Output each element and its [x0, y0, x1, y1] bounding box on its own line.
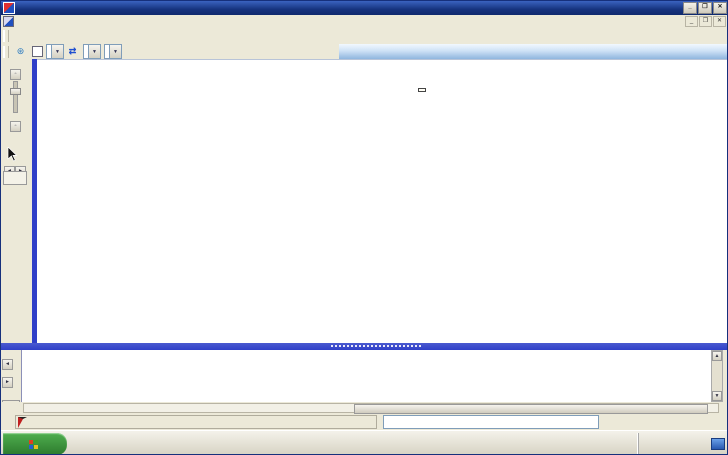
duration-dropdown-icon[interactable]: ▼: [109, 45, 121, 58]
vantagepoint-icon: [18, 416, 27, 428]
network-icon[interactable]: [711, 438, 725, 450]
dock-splitter-bar[interactable]: [32, 59, 37, 343]
slider-thumb[interactable]: [10, 88, 21, 95]
cursor-delta-box: [418, 88, 426, 92]
mdi-minimize-button[interactable]: _: [685, 16, 698, 27]
timebar-grip[interactable]: [3, 45, 9, 58]
end-time-dropdown-icon[interactable]: ▼: [88, 45, 100, 58]
toolbar-grip[interactable]: [3, 30, 9, 42]
refresh-globe-icon[interactable]: ⊛: [16, 46, 25, 56]
slider-bottom-button[interactable]: ▫: [10, 121, 21, 132]
windows-flag-icon: [29, 439, 38, 449]
title-bar: _ ❐ ✕: [1, 1, 727, 15]
document-icon[interactable]: [3, 16, 14, 27]
taskbar: [1, 430, 727, 454]
trend-chart-region: [37, 59, 728, 344]
minimize-button[interactable]: _: [683, 2, 697, 14]
zoom-slider[interactable]: ▫ ▫: [10, 62, 21, 132]
mdi-close-button[interactable]: ✕: [713, 16, 726, 27]
start-time-dropdown-icon[interactable]: ▼: [51, 45, 63, 58]
table-horizontal-scrollbar[interactable]: [23, 403, 719, 414]
trend-plot-area[interactable]: [37, 60, 728, 344]
slider-top-button[interactable]: ▫: [10, 69, 21, 80]
bottom-scroll-strip: [1, 402, 727, 415]
table-scroll-right-icon[interactable]: ►: [2, 377, 13, 388]
slider-track[interactable]: [10, 81, 21, 113]
table-scroll-down-icon[interactable]: ▼: [712, 391, 722, 401]
portal-url-input[interactable]: [383, 415, 599, 429]
table-scroll-up-icon[interactable]: ▲: [712, 351, 722, 361]
main-toolbar: [1, 28, 727, 45]
close-button[interactable]: ✕: [713, 2, 727, 14]
portal-url-bar: [1, 414, 727, 430]
toolbar-gradient: [339, 44, 727, 59]
table-vertical-scrollbar[interactable]: ▲ ▼: [711, 350, 723, 402]
hscroll-thumb[interactable]: [354, 404, 708, 414]
system-tray: [638, 433, 727, 454]
time-period-toolbar: ⊛ ▼ ⇄ ▼ ▼: [1, 44, 727, 59]
table-scroll-left-icon[interactable]: ◄: [2, 359, 13, 370]
left-dock-panel: ▫ ▫ ◄►: [1, 59, 32, 343]
lock-time-checkbox[interactable]: [32, 46, 43, 57]
start-button[interactable]: [3, 433, 67, 454]
menu-bar: _ ❐ ✕: [1, 15, 727, 29]
horizontal-splitter[interactable]: [1, 343, 727, 350]
mdi-restore-button[interactable]: ❐: [699, 16, 712, 27]
swap-arrow-icon[interactable]: ⇄: [68, 46, 77, 56]
mouse-pointer: [7, 147, 18, 162]
portal-url-field[interactable]: [15, 415, 377, 429]
start-time-combo[interactable]: ▼: [46, 44, 64, 59]
end-time-combo[interactable]: ▼: [83, 44, 101, 59]
duration-combo[interactable]: ▼: [104, 44, 122, 59]
trace-table: [21, 350, 712, 402]
restore-button[interactable]: ❐: [698, 2, 712, 14]
dock-tab-items[interactable]: [3, 171, 27, 185]
splitter-handle[interactable]: [331, 345, 421, 347]
app-icon: [3, 2, 15, 14]
